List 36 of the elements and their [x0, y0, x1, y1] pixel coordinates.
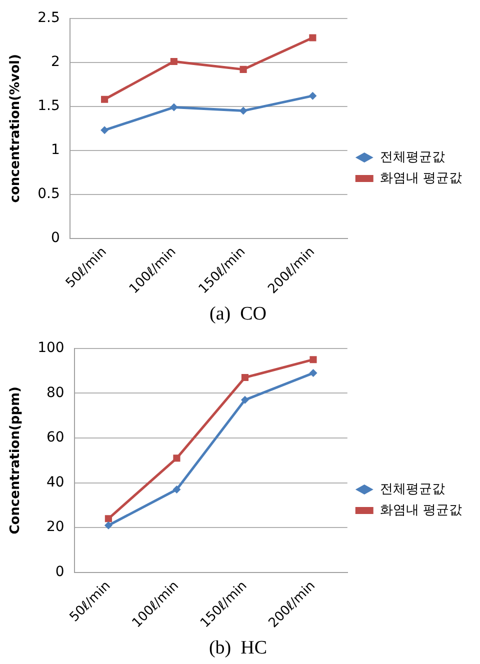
- point: [309, 34, 316, 42]
- point: [239, 106, 248, 115]
- point: [308, 92, 317, 100]
- y-tick-label: 0: [55, 564, 64, 580]
- point: [104, 521, 112, 530]
- text: (a) CO: [210, 304, 266, 325]
- point: [101, 96, 108, 103]
- y-tick-label: 40: [46, 474, 64, 490]
- point: [241, 374, 249, 382]
- y-tick-label: 20: [46, 519, 64, 536]
- y-tick-label: 80: [46, 384, 64, 401]
- text: (b) HC: [208, 638, 268, 659]
- point: [170, 58, 178, 66]
- legend-label: 화염내 평균값: [380, 502, 462, 518]
- y-tick-label: 2.5: [38, 10, 60, 26]
- y-tick-label: 0.5: [38, 186, 60, 202]
- y-axis-title: Concentration(ppm): [8, 386, 24, 534]
- y-tick-label: 1.5: [38, 98, 60, 114]
- point: [240, 396, 249, 404]
- y-tick-label: 1: [50, 142, 60, 158]
- y-tick-label: 2: [50, 54, 60, 70]
- point: [104, 515, 112, 522]
- y-axis-title: concentration(%vol): [8, 54, 24, 203]
- legend-label: 전체평균값: [380, 482, 445, 497]
- y-tick-label: 0: [50, 230, 60, 246]
- y-tick-label: 60: [46, 430, 64, 446]
- point: [172, 486, 181, 494]
- legend-label: 전체평균값: [380, 150, 445, 165]
- point: [310, 356, 317, 364]
- point: [100, 126, 109, 134]
- point: [309, 369, 318, 378]
- point: [173, 454, 180, 462]
- point: [240, 66, 247, 73]
- point: [170, 103, 178, 112]
- legend-label: 화염내 평균값: [380, 170, 462, 186]
- y-tick-label: 100: [38, 340, 64, 356]
